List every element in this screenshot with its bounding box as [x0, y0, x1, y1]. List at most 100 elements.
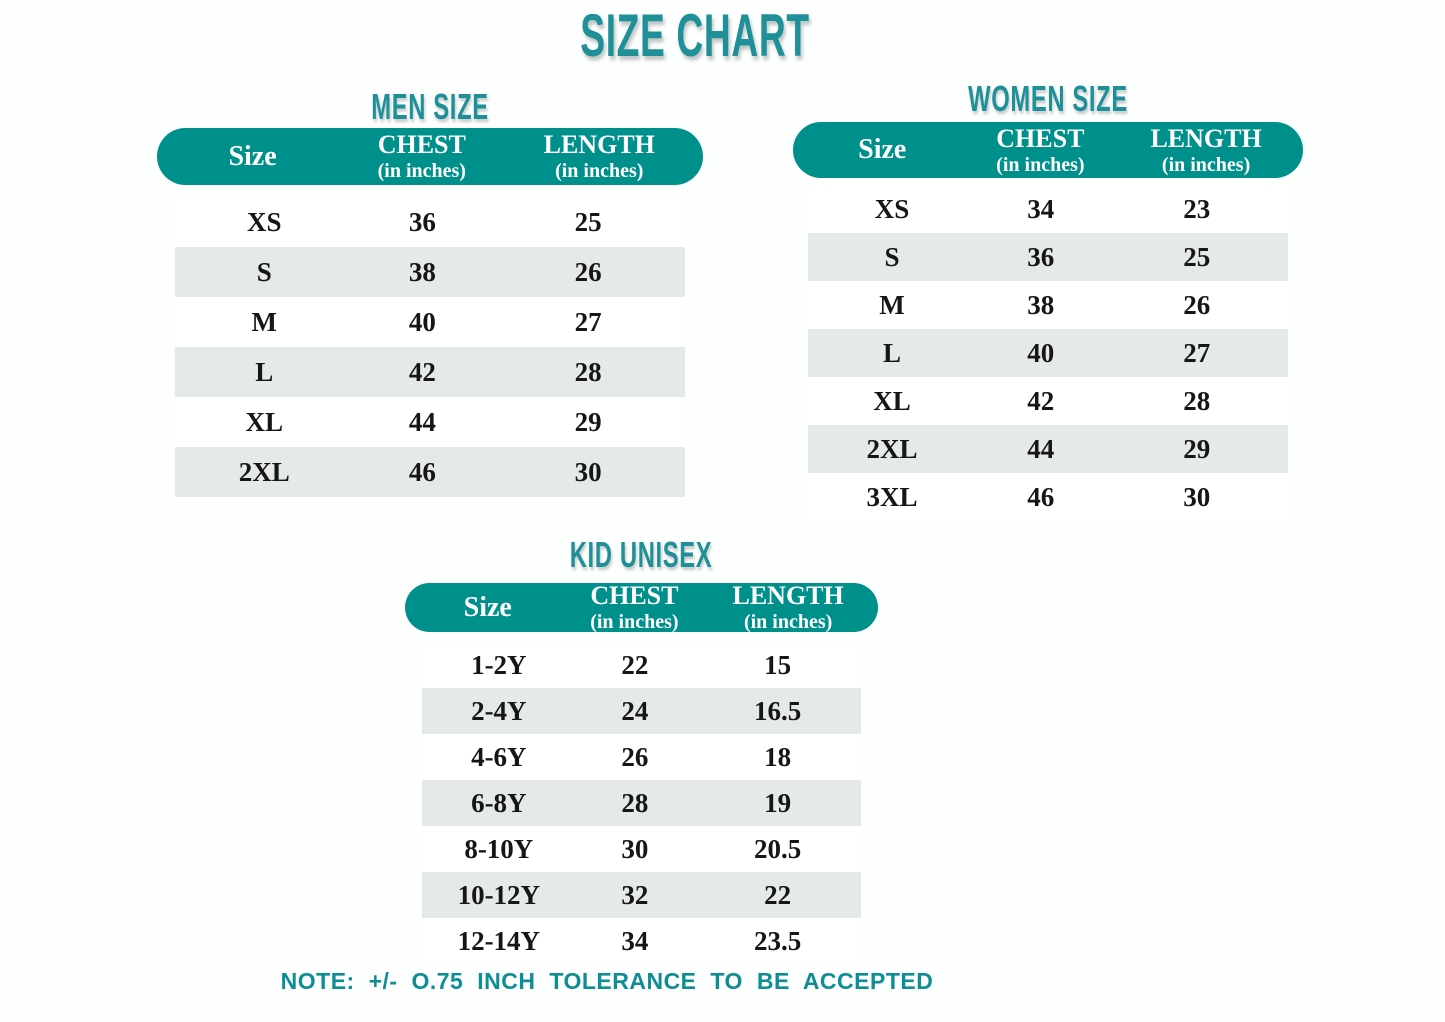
header-chest-unit: (in inches)	[590, 611, 679, 633]
chest-cell: 40	[408, 306, 436, 337]
chest-cell: 24	[621, 695, 649, 726]
size-cell: 2-4Y	[471, 695, 527, 726]
size-cell: 6-8Y	[471, 787, 527, 818]
header-chest-label: CHEST	[377, 130, 466, 159]
header-length: LENGTH (in inches)	[1109, 125, 1303, 176]
chest-cell: 34	[621, 925, 649, 956]
chest-cell: 46	[408, 456, 436, 487]
table-row: M 38 26	[808, 281, 1288, 329]
women-size-title: WOMEN SIZE	[793, 80, 1303, 118]
header-size: Size	[858, 134, 907, 165]
size-cell: 12-14Y	[457, 925, 541, 956]
table-row: XS 36 25	[175, 197, 685, 247]
size-cell: S	[256, 256, 272, 287]
men-size-table: MEN SIZE Size CHEST (in inches) LENGTH (…	[157, 88, 703, 497]
table-row: S 36 25	[808, 233, 1288, 281]
table-row: 2-4Y 24 16.5	[422, 688, 861, 734]
table-row: 12-14Y 34 23.5	[422, 918, 861, 964]
table-row: L 42 28	[175, 347, 685, 397]
size-cell: L	[882, 337, 901, 368]
chest-cell: 40	[1027, 337, 1055, 368]
table-row: L 40 27	[808, 329, 1288, 377]
length-cell: 22	[764, 879, 792, 910]
chest-cell: 22	[621, 649, 649, 680]
size-cell: 1-2Y	[471, 649, 527, 680]
header-chest: CHEST (in inches)	[972, 125, 1110, 176]
length-cell: 15	[764, 649, 792, 680]
header-length: LENGTH (in inches)	[496, 130, 703, 182]
table-row: 2XL 46 30	[175, 447, 685, 497]
length-cell: 30	[1183, 481, 1211, 512]
length-cell: 27	[1183, 337, 1211, 368]
header-length-unit: (in inches)	[743, 611, 833, 633]
size-cell: XL	[873, 385, 911, 416]
chest-cell: 42	[1027, 385, 1055, 416]
header-chest-unit: (in inches)	[996, 153, 1085, 176]
length-cell: 30	[574, 456, 602, 487]
length-cell: 23.5	[753, 925, 802, 956]
chest-cell: 44	[408, 406, 436, 437]
chest-cell: 36	[408, 206, 436, 237]
table-row: XL 42 28	[808, 377, 1288, 425]
chest-cell: 44	[1027, 433, 1055, 464]
size-cell: L	[255, 356, 274, 387]
kid-unisex-table: KID UNISEX Size CHEST (in inches) LENGTH…	[405, 536, 878, 964]
size-cell: 2XL	[866, 433, 918, 464]
chest-cell: 36	[1027, 241, 1055, 272]
table-row: XS 34 23	[808, 185, 1288, 233]
kid-table-rows: 1-2Y 22 15 2-4Y 24 16.5 4-6Y 26 18 6-8Y 28 19 8-10Y 3…	[422, 642, 861, 964]
table-row: 1-2Y 22 15	[422, 642, 861, 688]
length-cell: 20.5	[753, 833, 802, 864]
chest-cell: 30	[621, 833, 649, 864]
size-cell: M	[251, 306, 277, 337]
size-cell: 2XL	[238, 456, 290, 487]
women-table-header: Size CHEST (in inches) LENGTH (in inches…	[793, 122, 1303, 178]
length-cell: 26	[1183, 289, 1211, 320]
chest-cell: 34	[1027, 193, 1055, 224]
kid-unisex-title-text: KID UNISEX	[570, 534, 713, 575]
length-cell: 25	[1183, 241, 1211, 272]
women-size-title-text: WOMEN SIZE	[968, 78, 1128, 119]
size-cell: 3XL	[866, 481, 918, 512]
size-cell: 8-10Y	[464, 833, 534, 864]
header-size: Size	[228, 140, 277, 172]
header-length-label: LENGTH	[543, 130, 655, 159]
chest-cell: 38	[1027, 289, 1055, 320]
women-size-table: WOMEN SIZE Size CHEST (in inches) LENGTH…	[793, 80, 1303, 521]
chest-cell: 28	[621, 787, 649, 818]
length-cell: 25	[574, 206, 602, 237]
chest-cell: 32	[621, 879, 649, 910]
header-chest: CHEST (in inches)	[571, 581, 699, 633]
header-length-unit: (in inches)	[555, 160, 644, 182]
length-cell: 18	[764, 741, 792, 772]
header-length: LENGTH (in inches)	[698, 583, 878, 633]
size-cell: M	[879, 289, 905, 320]
kid-table-header: Size CHEST (in inches) LENGTH (in inches…	[405, 583, 878, 632]
header-chest-unit: (in inches)	[377, 160, 466, 182]
length-cell: 16.5	[753, 695, 802, 726]
size-cell: XS	[246, 206, 282, 237]
table-row: XL 44 29	[175, 397, 685, 447]
women-table-rows: XS 34 23 S 36 25 M 38 26 L 40 27 XL 42 28 2XL 44 29 3XL 46 3…	[808, 185, 1288, 521]
length-cell: 29	[574, 406, 602, 437]
chest-cell: 42	[408, 356, 436, 387]
men-size-title: MEN SIZE	[157, 88, 703, 126]
header-chest-label: CHEST	[590, 581, 679, 610]
size-cell: XS	[874, 193, 910, 224]
length-cell: 23	[1183, 193, 1211, 224]
size-cell: XL	[245, 406, 283, 437]
length-cell: 28	[1183, 385, 1211, 416]
page-title: SIZE CHART	[0, 6, 1390, 66]
table-row: M 40 27	[175, 297, 685, 347]
header-chest: CHEST (in inches)	[348, 130, 495, 182]
length-cell: 19	[764, 787, 792, 818]
chest-cell: 46	[1027, 481, 1055, 512]
table-row: 4-6Y 26 18	[422, 734, 861, 780]
header-size: Size	[463, 591, 512, 623]
table-row: S 38 26	[175, 247, 685, 297]
header-length-unit: (in inches)	[1161, 153, 1251, 176]
men-table-header: Size CHEST (in inches) LENGTH (in inches…	[157, 128, 703, 185]
length-cell: 29	[1183, 433, 1211, 464]
table-row: 8-10Y 30 20.5	[422, 826, 861, 872]
table-row: 6-8Y 28 19	[422, 780, 861, 826]
